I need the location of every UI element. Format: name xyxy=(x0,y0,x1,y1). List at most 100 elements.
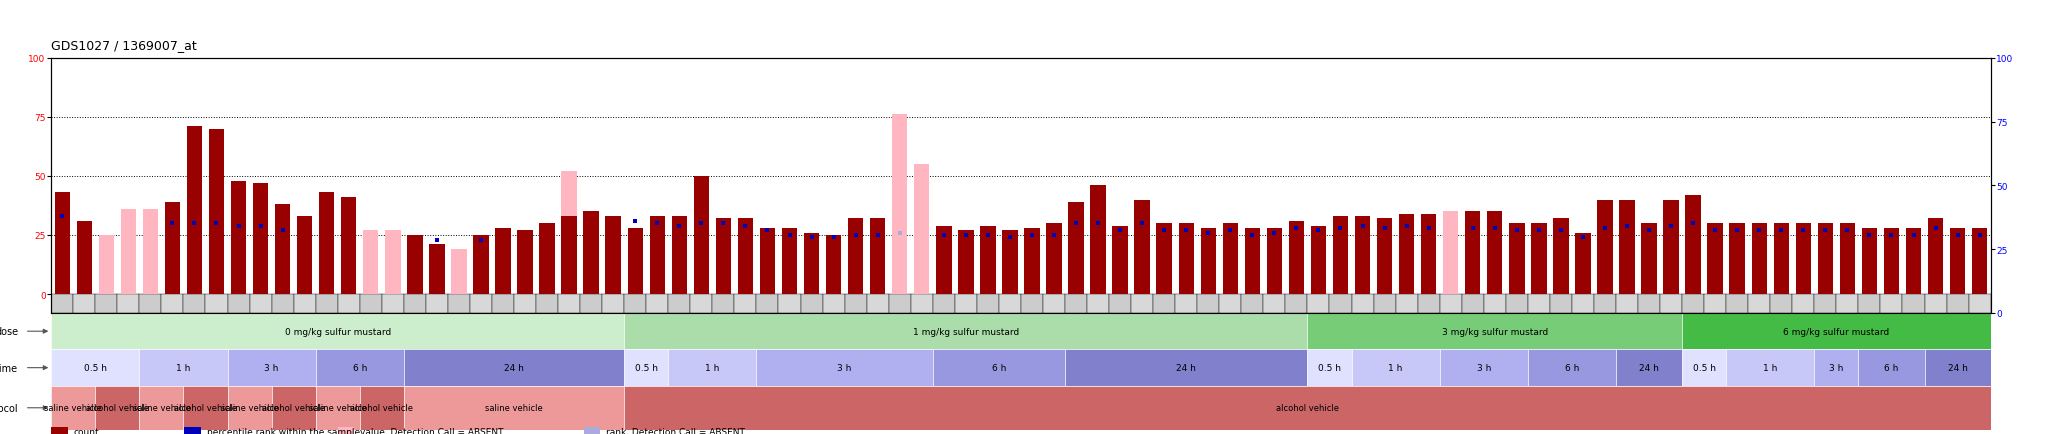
Bar xyxy=(1157,224,1171,294)
Text: 6 h: 6 h xyxy=(991,363,1006,372)
Bar xyxy=(139,386,184,430)
Bar xyxy=(227,294,250,313)
Bar xyxy=(625,294,647,313)
Bar xyxy=(760,228,776,294)
Bar xyxy=(1726,294,1749,313)
Text: 0.5 h: 0.5 h xyxy=(635,363,657,372)
Text: alcohol vehicle: alcohol vehicle xyxy=(1276,403,1339,412)
Bar xyxy=(1663,200,1679,294)
Bar xyxy=(385,231,401,294)
Text: 1 h: 1 h xyxy=(176,363,190,372)
Bar xyxy=(381,294,403,313)
Text: 3 mg/kg sulfur mustard: 3 mg/kg sulfur mustard xyxy=(1442,327,1548,336)
Bar xyxy=(1399,214,1415,294)
Text: alcohol vehicle: alcohol vehicle xyxy=(86,403,150,412)
Bar xyxy=(584,212,598,294)
Bar xyxy=(227,386,272,430)
Text: 6 h: 6 h xyxy=(1565,363,1579,372)
Bar xyxy=(1001,231,1018,294)
Bar xyxy=(1704,294,1726,313)
Bar xyxy=(756,350,932,386)
Bar xyxy=(473,235,489,294)
Text: alcohol vehicle: alcohol vehicle xyxy=(174,403,238,412)
Bar xyxy=(1681,294,1704,313)
Bar xyxy=(715,219,731,294)
Bar xyxy=(1620,200,1634,294)
Bar xyxy=(139,294,162,313)
Bar xyxy=(1487,212,1503,294)
Bar xyxy=(1374,294,1395,313)
Text: 0 mg/kg sulfur mustard: 0 mg/kg sulfur mustard xyxy=(285,327,391,336)
Text: 0.5 h: 0.5 h xyxy=(1692,363,1716,372)
Bar xyxy=(1307,350,1352,386)
Bar xyxy=(606,217,621,294)
Bar xyxy=(805,233,819,294)
Bar xyxy=(561,217,578,294)
Bar xyxy=(625,313,1307,350)
Bar xyxy=(1968,294,1991,313)
Bar xyxy=(1198,294,1219,313)
Bar xyxy=(1264,294,1286,313)
Bar xyxy=(451,250,467,294)
Bar xyxy=(1862,228,1878,294)
Bar xyxy=(1640,224,1657,294)
Text: 0.5 h: 0.5 h xyxy=(84,363,106,372)
Bar xyxy=(1528,350,1616,386)
Bar xyxy=(1395,294,1417,313)
Text: saline vehicle: saline vehicle xyxy=(133,403,190,412)
Bar xyxy=(184,386,227,430)
Text: 24 h: 24 h xyxy=(1176,363,1196,372)
Text: 1 mg/kg sulfur mustard: 1 mg/kg sulfur mustard xyxy=(913,327,1020,336)
Bar xyxy=(1686,195,1700,294)
Bar xyxy=(76,221,92,294)
Bar xyxy=(756,294,778,313)
Bar xyxy=(782,228,797,294)
Bar xyxy=(1550,294,1573,313)
Bar xyxy=(690,294,713,313)
Bar xyxy=(1661,294,1681,313)
Bar xyxy=(74,294,96,313)
Bar xyxy=(51,313,625,350)
Bar xyxy=(1245,228,1260,294)
Bar xyxy=(823,294,844,313)
Bar xyxy=(1819,224,1833,294)
Bar xyxy=(1311,226,1327,294)
Bar xyxy=(1112,226,1128,294)
Bar xyxy=(1333,217,1348,294)
Bar xyxy=(55,193,70,294)
Bar xyxy=(403,386,625,430)
Bar xyxy=(1356,217,1370,294)
Bar xyxy=(430,245,444,294)
Text: saline vehicle: saline vehicle xyxy=(485,403,543,412)
Bar xyxy=(672,217,686,294)
Bar xyxy=(737,219,754,294)
Text: percentile rank within the sample: percentile rank within the sample xyxy=(207,427,360,434)
Bar xyxy=(252,184,268,294)
Bar xyxy=(162,294,184,313)
Bar xyxy=(139,350,227,386)
Bar xyxy=(51,386,96,430)
Bar xyxy=(1110,294,1130,313)
Bar xyxy=(801,294,823,313)
Bar xyxy=(1352,350,1440,386)
Bar xyxy=(186,127,203,294)
Bar xyxy=(1266,228,1282,294)
Text: saline vehicle: saline vehicle xyxy=(221,403,279,412)
Bar xyxy=(1681,350,1726,386)
Bar xyxy=(1042,294,1065,313)
Bar xyxy=(932,294,954,313)
Bar xyxy=(913,164,930,294)
Bar xyxy=(315,350,403,386)
Bar xyxy=(1573,294,1593,313)
Bar xyxy=(1751,224,1767,294)
Bar xyxy=(889,294,911,313)
Bar xyxy=(1616,350,1681,386)
Bar xyxy=(51,294,74,313)
Bar xyxy=(184,294,205,313)
Bar xyxy=(360,294,381,313)
Bar xyxy=(1440,294,1462,313)
Bar xyxy=(315,294,338,313)
Bar xyxy=(1950,228,1966,294)
Bar xyxy=(1153,294,1176,313)
Bar xyxy=(911,294,932,313)
